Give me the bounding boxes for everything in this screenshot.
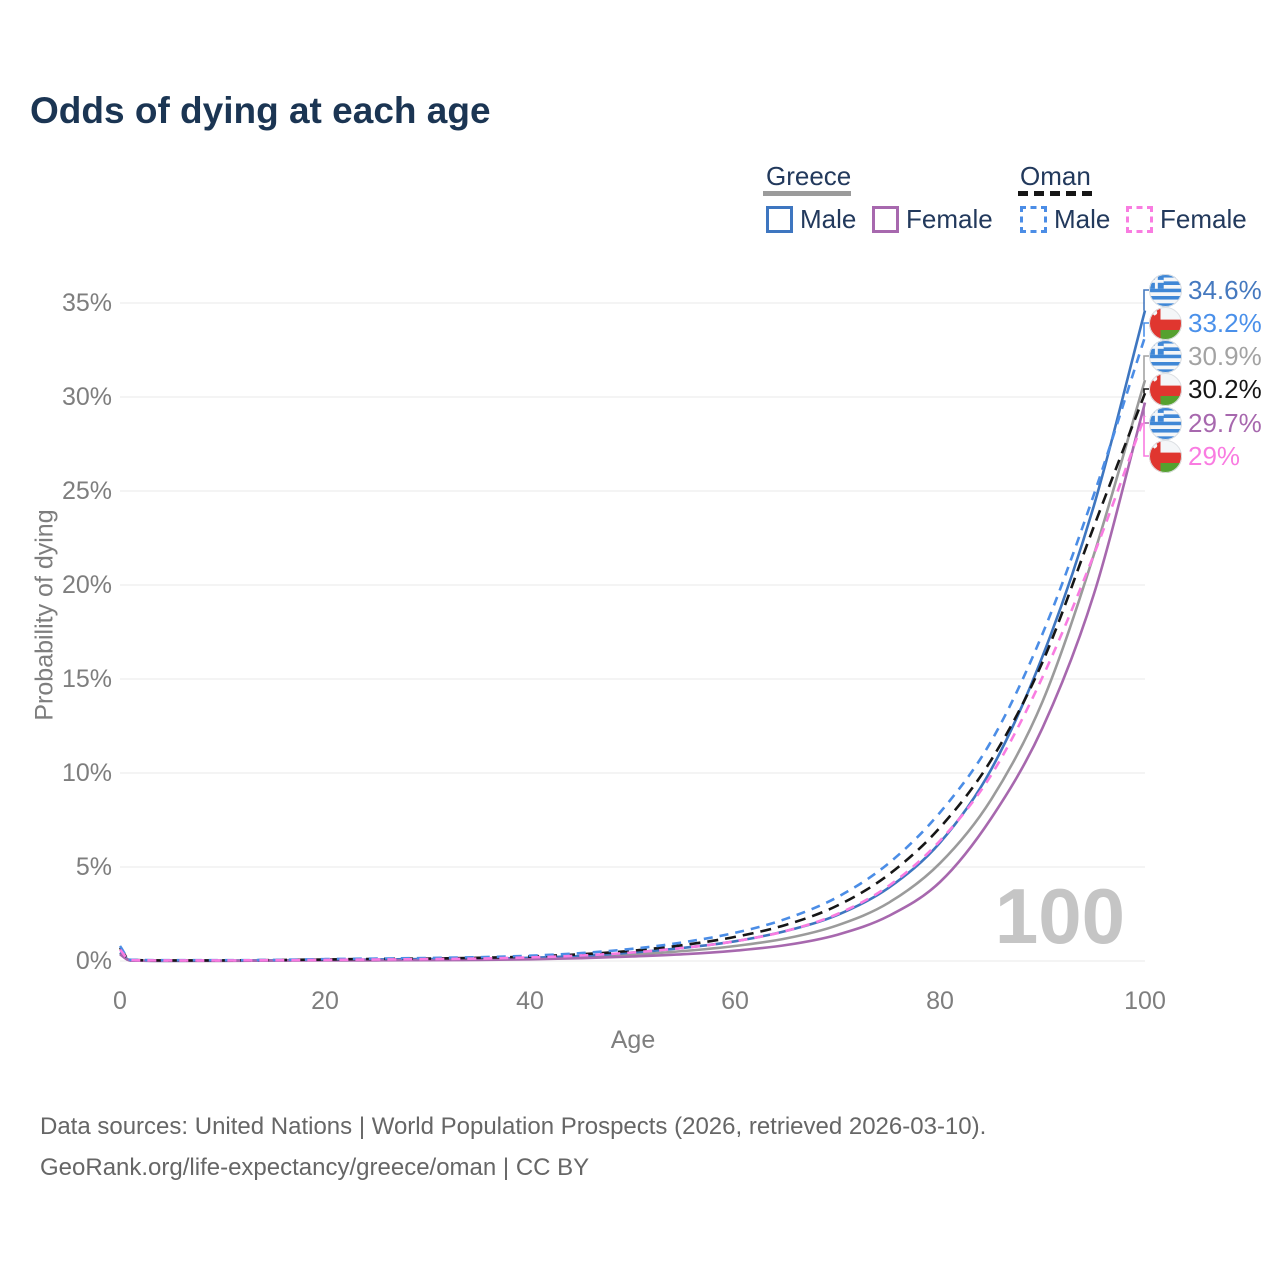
legend-greece-line-sample — [763, 191, 851, 196]
y-tick-0: 0% — [75, 947, 112, 975]
end-label-oman_female: 29% — [1149, 439, 1241, 473]
attribution-text: GeoRank.org/life-expectancy/greece/oman … — [40, 1154, 590, 1181]
series-line-oman_female[interactable] — [119, 415, 1147, 962]
y-tick-5: 5% — [75, 853, 112, 881]
data-sources-text: Data sources: United Nations | World Pop… — [40, 1113, 987, 1140]
end-label-connector-greece_all — [1143, 355, 1150, 381]
legend-label: Male — [1054, 204, 1111, 234]
legend-item-greece-male[interactable]: Male — [766, 204, 857, 234]
end-label-value: 29% — [1188, 440, 1241, 471]
greece-flag-icon — [1149, 273, 1182, 307]
x-tick-100: 100 — [1124, 987, 1166, 1015]
legend-group-oman: Oman — [1020, 161, 1091, 191]
y-tick-15: 15% — [61, 665, 112, 693]
x-axis-label: Age — [610, 1026, 656, 1054]
series-line-greece_female[interactable] — [119, 402, 1147, 963]
oman-flag-icon — [1149, 306, 1182, 340]
greece-flag-icon — [1149, 406, 1182, 440]
x-tick-80: 80 — [926, 987, 954, 1015]
age-counter-watermark: 100 — [994, 872, 1125, 960]
legend-label: Male — [800, 204, 857, 234]
greece-male-swatch-icon — [766, 206, 793, 233]
y-tick-30: 30% — [61, 383, 112, 411]
series-line-oman_all[interactable] — [118, 392, 1147, 962]
legend-item-greece-female[interactable]: Female — [872, 204, 993, 234]
y-tick-10: 10% — [61, 759, 112, 787]
end-label-greece_female: 29.7% — [1149, 406, 1262, 440]
x-tick-0: 0 — [113, 987, 127, 1015]
series-line-greece_all[interactable] — [119, 379, 1147, 963]
legend-item-oman-female[interactable]: Female — [1126, 204, 1247, 234]
legend-label: Female — [906, 204, 993, 234]
series-line-greece_male[interactable] — [119, 310, 1147, 963]
oman-male-swatch-icon — [1020, 206, 1047, 233]
end-label-value: 29.7% — [1188, 407, 1262, 438]
greece-flag-icon — [1149, 339, 1182, 373]
oman-flag-icon — [1149, 372, 1182, 406]
oman-flag-icon — [1149, 439, 1182, 473]
end-label-greece_male: 34.6% — [1149, 273, 1262, 307]
end-label-oman_male: 33.2% — [1149, 306, 1262, 340]
oman-female-swatch-icon — [1126, 206, 1153, 233]
end-label-value: 34.6% — [1188, 274, 1262, 305]
footer: Data sources: United Nations | World Pop… — [40, 1106, 986, 1188]
legend-group-greece: Greece — [766, 161, 852, 191]
end-label-value: 30.9% — [1188, 340, 1262, 371]
end-label-value: 30.2% — [1188, 373, 1262, 404]
y-tick-25: 25% — [61, 477, 112, 505]
end-label-oman_all: 30.2% — [1149, 372, 1262, 406]
end-label-connector-greece_male — [1143, 289, 1150, 311]
y-tick-20: 20% — [61, 571, 112, 599]
end-label-connector-oman_all — [1143, 388, 1150, 394]
page-title: Odds of dying at each age — [30, 90, 491, 131]
end-label-greece_all: 30.9% — [1149, 339, 1262, 373]
x-tick-40: 40 — [516, 987, 544, 1015]
y-tick-35: 35% — [61, 289, 112, 317]
legend-item-oman-male[interactable]: Male — [1020, 204, 1111, 234]
x-tick-60: 60 — [721, 987, 749, 1015]
end-label-connector-oman_female — [1143, 415, 1150, 457]
end-label-value: 33.2% — [1188, 307, 1262, 338]
x-tick-20: 20 — [311, 987, 339, 1015]
legend-oman-line-sample — [1018, 191, 1092, 196]
legend-label: Female — [1160, 204, 1247, 234]
greece-female-swatch-icon — [872, 206, 899, 233]
end-label-connector-oman_male — [1143, 322, 1150, 337]
